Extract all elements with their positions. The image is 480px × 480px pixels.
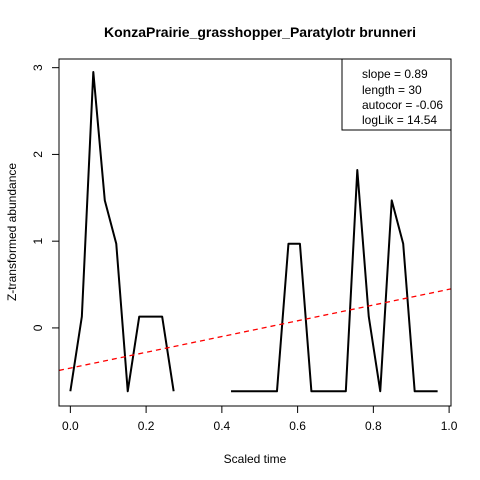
chart-title: KonzaPrairie_grasshopper_Paratylotr brun… bbox=[104, 24, 416, 40]
series-1-line bbox=[231, 169, 438, 393]
series-1-line bbox=[69, 71, 175, 393]
axes: 0.0 0.2 0.4 0.6 0.8 1.0 0 1 2 3 bbox=[31, 64, 458, 433]
y-tick-label: 1 bbox=[31, 238, 45, 245]
legend-box bbox=[341, 58, 452, 131]
legend-entry-length: length = 30 bbox=[362, 83, 422, 97]
x-tick-label: 0.8 bbox=[365, 419, 382, 433]
plot-frame bbox=[58, 58, 452, 407]
x-tick-label: 1.0 bbox=[441, 419, 458, 433]
y-tick-label: 0 bbox=[31, 324, 45, 331]
legend: slope = 0.89 length = 30 autocor = -0.06… bbox=[341, 58, 452, 131]
legend-entry-loglik: logLik = 14.54 bbox=[362, 113, 437, 127]
series-2-line bbox=[58, 288, 452, 372]
x-tick-label: 0.6 bbox=[289, 419, 306, 433]
x-tick-label: 0.4 bbox=[214, 419, 231, 433]
y-tick-label: 2 bbox=[31, 151, 45, 158]
x-axis-label: Scaled time bbox=[224, 452, 287, 466]
legend-entry-autocor: autocor = -0.06 bbox=[362, 98, 443, 112]
y-axis-label: Z-transformed abundance bbox=[5, 163, 19, 301]
plot-area bbox=[58, 71, 452, 393]
x-tick-label: 0.0 bbox=[62, 419, 79, 433]
legend-entry-slope: slope = 0.89 bbox=[362, 67, 428, 81]
x-tick-label: 0.2 bbox=[138, 419, 155, 433]
y-tick-label: 3 bbox=[31, 64, 45, 71]
